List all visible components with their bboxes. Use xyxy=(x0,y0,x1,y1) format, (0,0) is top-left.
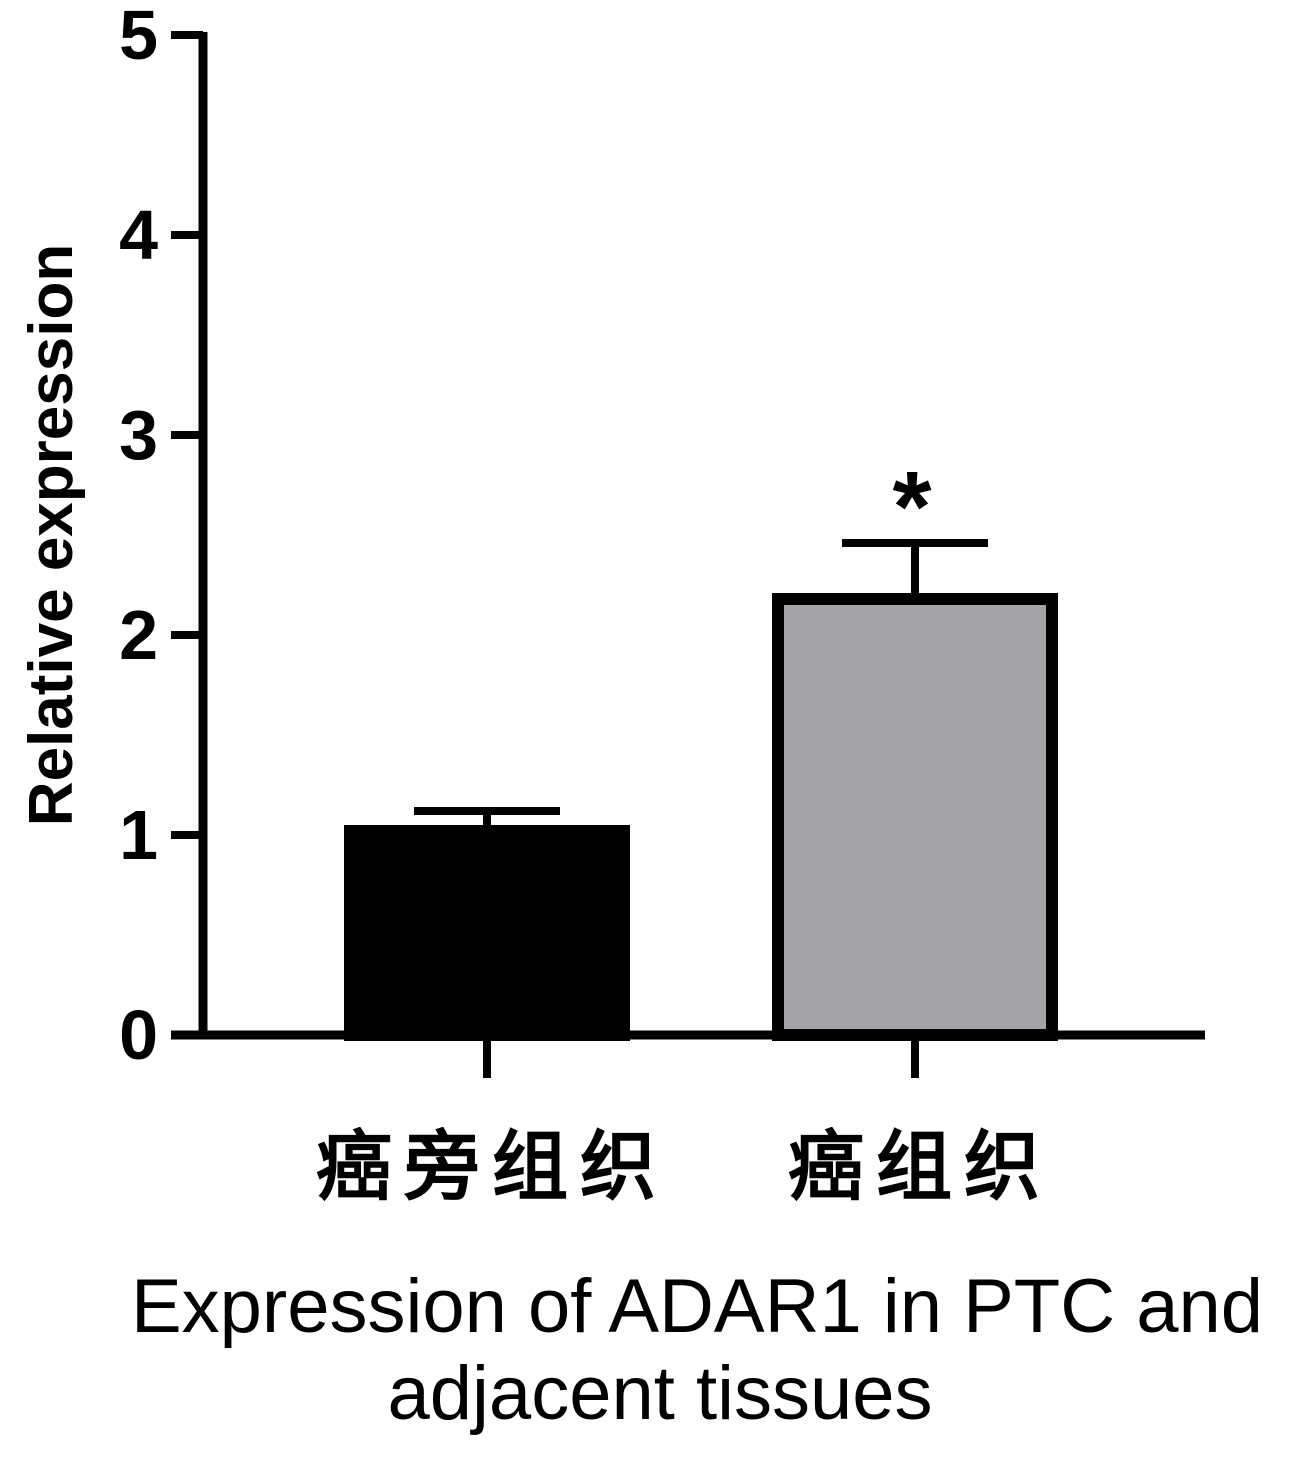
x-axis-title-line: Expression of ADAR1 in PTC and xyxy=(131,1264,1263,1349)
y-axis-title: Relative expression xyxy=(17,244,86,826)
x-axis-title: Expression of ADAR1 in PTC and adjacent t… xyxy=(131,1264,1263,1436)
y-tick-label: 1 xyxy=(119,796,158,874)
significance-marker: * xyxy=(893,451,932,563)
x-category-label: 癌旁组织 xyxy=(316,1125,668,1210)
labels: 0 1 2 3 4 5 Relative expression 癌旁组织 癌组织 * Express… xyxy=(17,0,1263,1436)
y-tick-label: 5 xyxy=(119,0,158,74)
x-axis-title-line: adjacent tissues xyxy=(388,1351,933,1436)
bar xyxy=(344,825,630,1041)
y-tick-label: 2 xyxy=(119,596,158,674)
y-tick-label: 0 xyxy=(119,996,158,1074)
x-category-label: 癌组织 xyxy=(788,1125,1052,1210)
bars xyxy=(344,539,1058,1041)
y-tick-label: 4 xyxy=(119,196,158,274)
y-tick-label: 3 xyxy=(119,396,158,474)
bar xyxy=(772,593,1058,1041)
